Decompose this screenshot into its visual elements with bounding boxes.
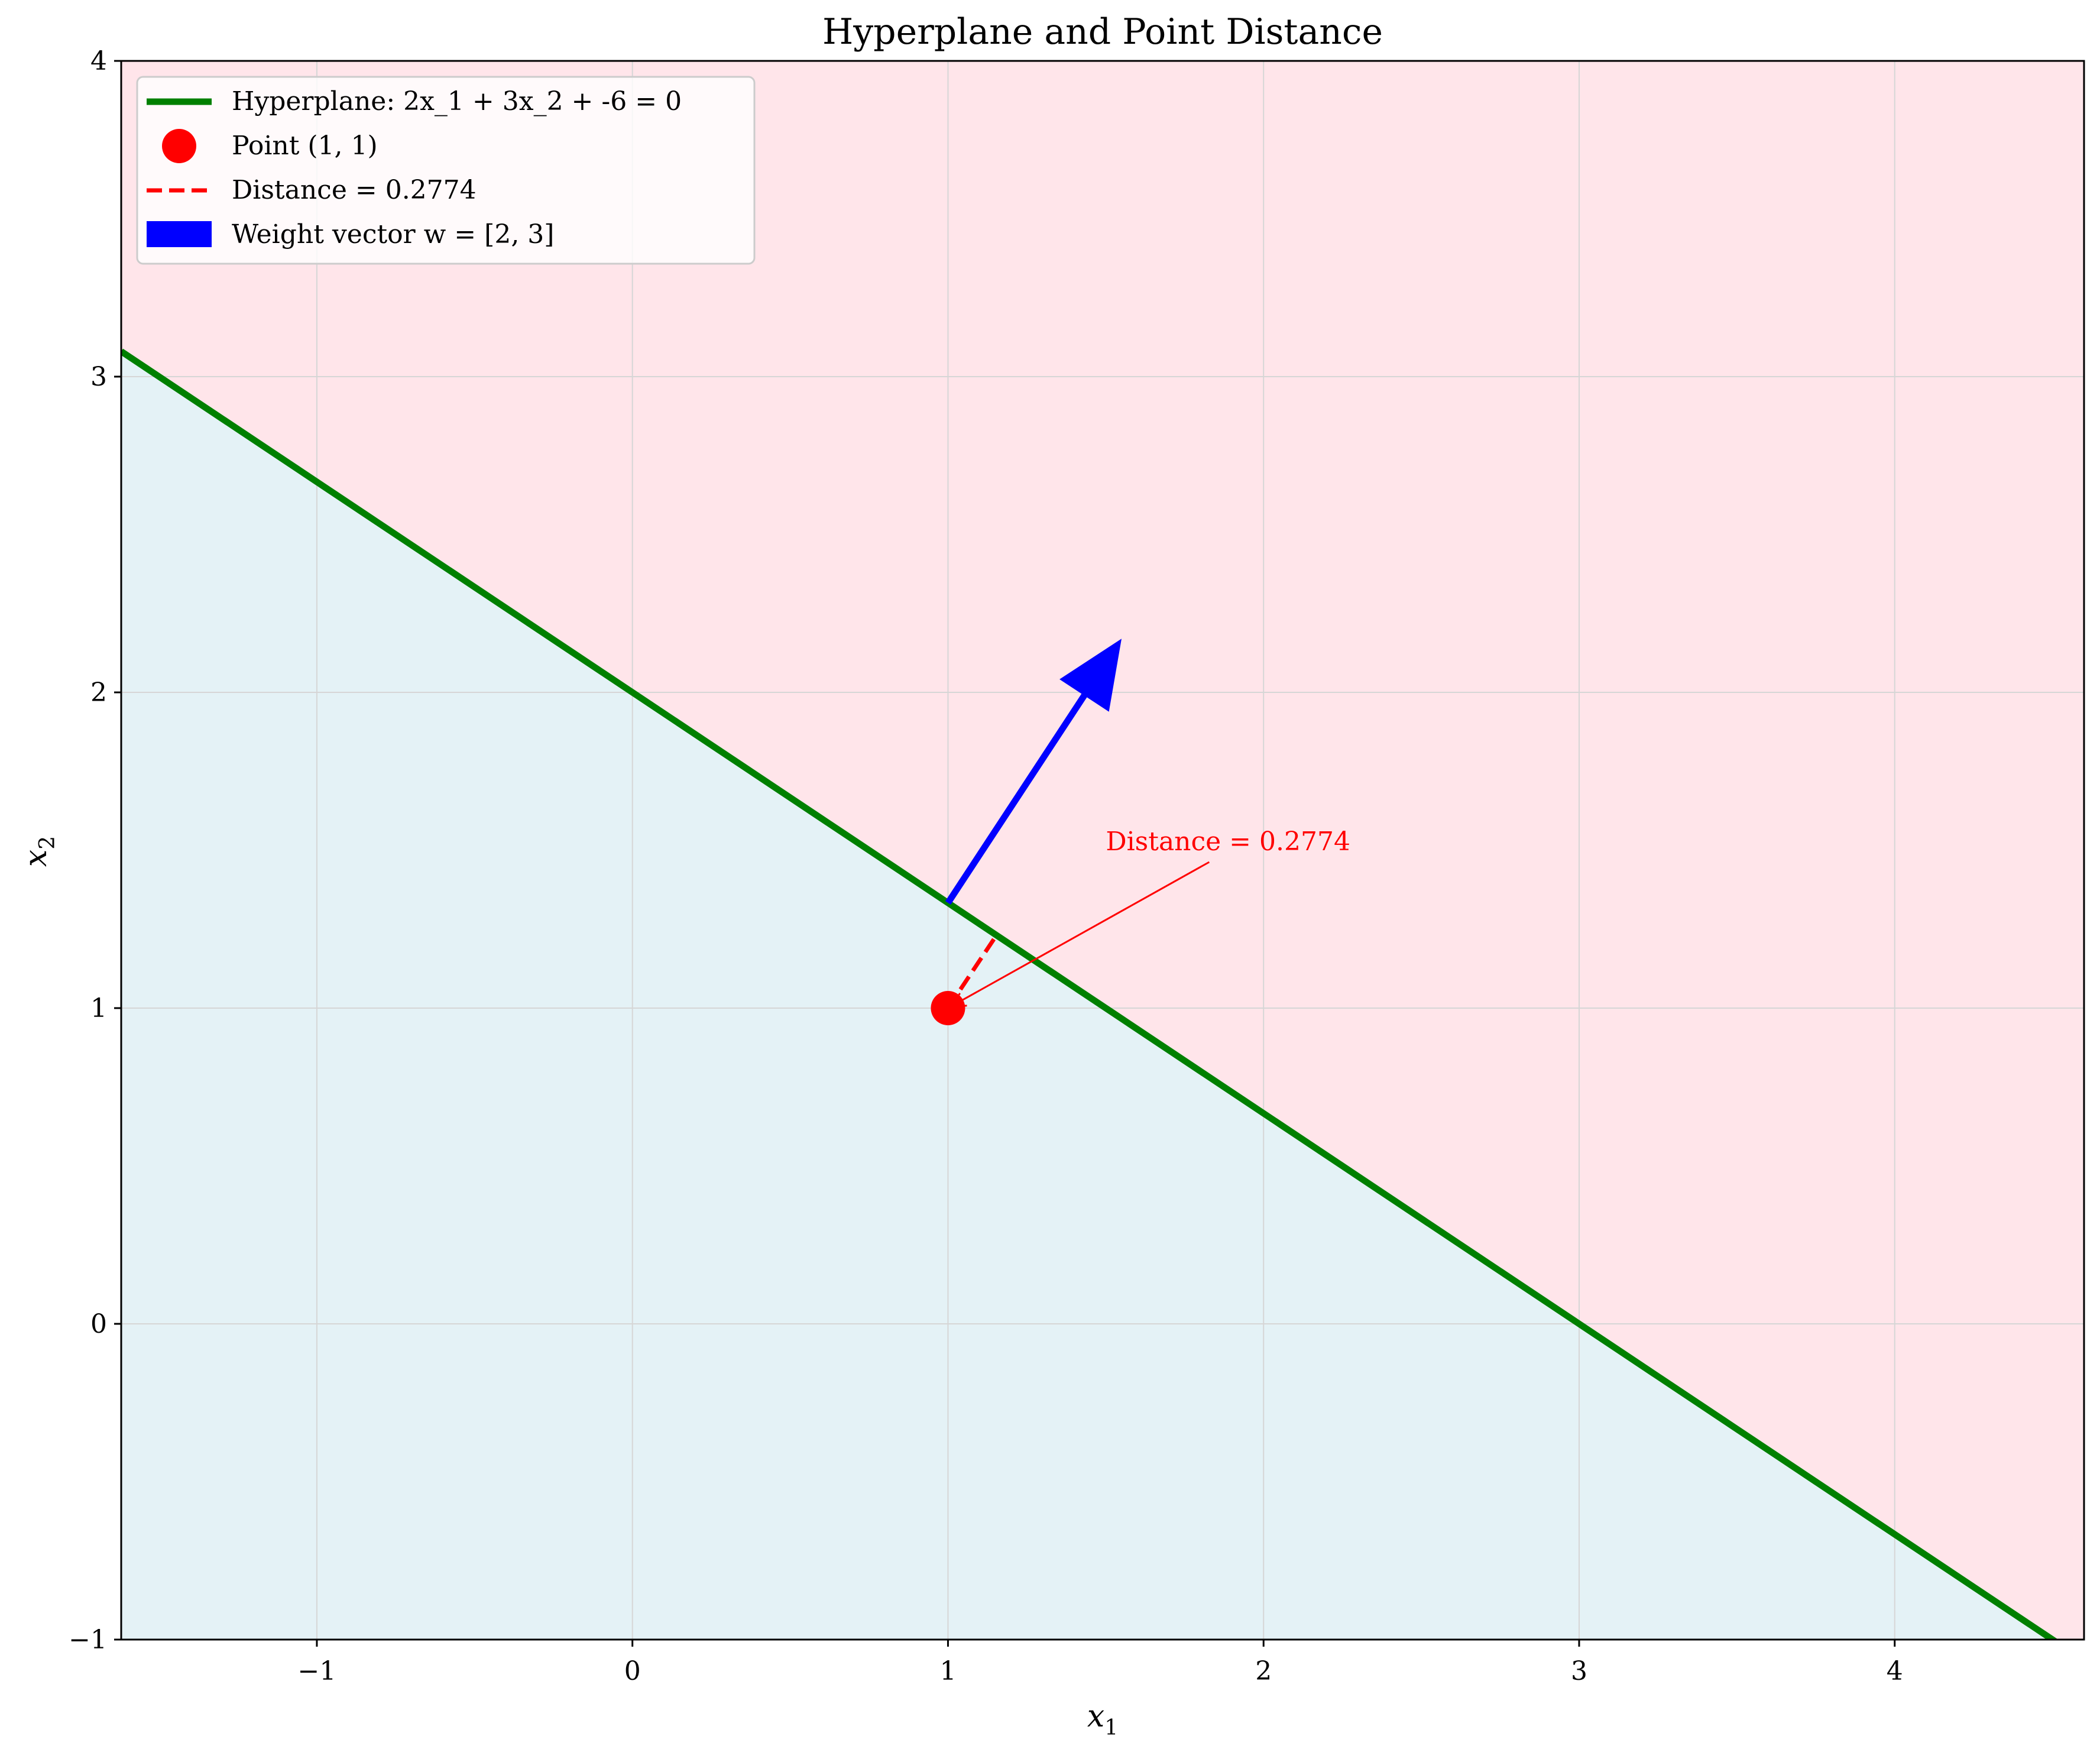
legend-box	[136, 76, 756, 265]
legend-point-label: Point (1, 1)	[232, 131, 378, 161]
x-axis-label: x1	[1087, 1699, 1118, 1740]
x-axis-label-main: x	[1087, 1699, 1104, 1734]
positive-region	[121, 61, 2084, 1640]
weight-vector-head	[1059, 639, 1122, 712]
legend-distance-label: Distance = 0.2774	[232, 175, 477, 205]
y-tick-label: 0	[90, 1309, 107, 1339]
plot-frame	[120, 60, 2085, 1641]
chart-title: Hyperplane and Point Distance	[822, 11, 1383, 53]
y-tick-label: 4	[90, 46, 107, 76]
data-point	[931, 991, 965, 1025]
legend: Hyperplane: 2x_1 + 3x_2 + -6 = 0 Point (…	[136, 76, 756, 265]
legend-vector-label: Weight vector w = [2, 3]	[232, 219, 554, 250]
x-axis-label-sub: 1	[1104, 1716, 1118, 1740]
plot-area: Distance = 0.2774	[121, 61, 2084, 1640]
y-tick-label: 1	[90, 993, 107, 1023]
annotation-text: Distance = 0.2774	[1106, 827, 1350, 857]
x-tick-label: 0	[624, 1656, 641, 1686]
x-axis-ticks: −1 0 1 2 3 4	[297, 1640, 1903, 1686]
legend-vector-swatch	[147, 221, 212, 247]
hyperplane-line	[121, 348, 2059, 1640]
x-tick-label: −1	[297, 1656, 336, 1686]
legend-hyperplane-label: Hyperplane: 2x_1 + 3x_2 + -6 = 0	[232, 86, 682, 116]
y-tick-label: 3	[90, 362, 107, 392]
x-tick-label: 1	[939, 1656, 956, 1686]
y-axis-ticks: −1 0 1 2 3 4	[69, 46, 121, 1655]
annotation-arrow	[950, 861, 1210, 1008]
x-tick-label: 4	[1887, 1656, 1903, 1686]
y-tick-label: 2	[90, 678, 107, 708]
x-tick-label: 2	[1255, 1656, 1272, 1686]
x-tick-label: 3	[1571, 1656, 1587, 1686]
weight-vector-shaft	[945, 691, 1088, 905]
y-tick-label: −1	[69, 1625, 107, 1655]
y-axis-label: x2	[18, 836, 60, 867]
legend-point-swatch	[162, 129, 196, 163]
negative-region	[121, 351, 2084, 1640]
y-axis-label-main: x	[18, 850, 54, 867]
y-axis-label-sub: 2	[35, 836, 60, 850]
